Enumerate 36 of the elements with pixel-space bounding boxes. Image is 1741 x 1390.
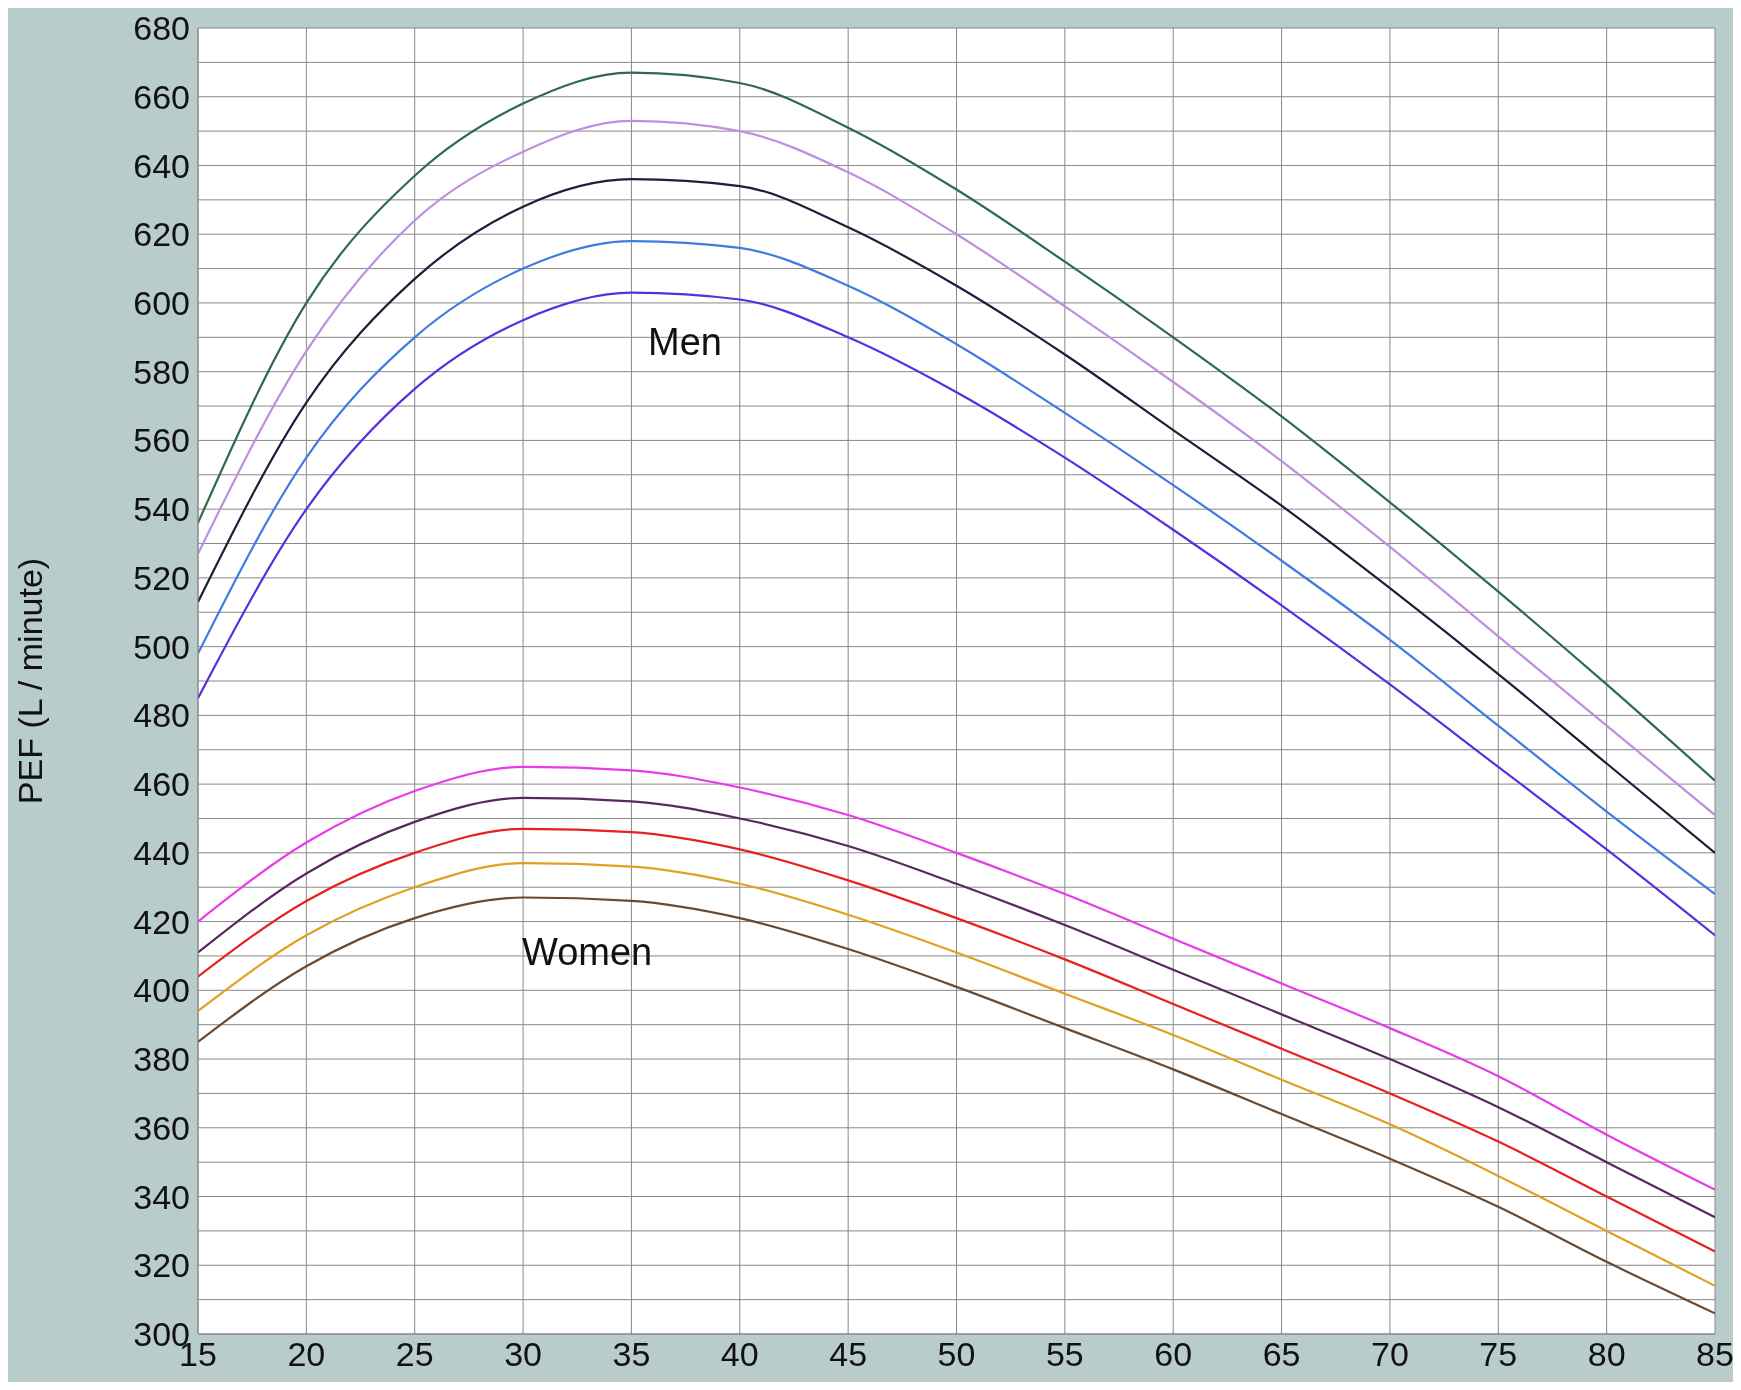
x-tick-label: 20	[287, 1335, 326, 1374]
y-tick-label: 660	[133, 77, 190, 116]
y-tick-label: 360	[133, 1108, 190, 1147]
y-axis-title: PEF (L / minute)	[11, 557, 50, 805]
x-tick-label: 25	[395, 1335, 434, 1374]
x-tick-label: 70	[1371, 1335, 1409, 1374]
x-tick-label: 40	[720, 1335, 759, 1374]
x-tick-label: 60	[1154, 1335, 1193, 1374]
y-tick-label: 480	[133, 696, 190, 735]
y-tick-label: 340	[133, 1177, 190, 1216]
y-tick-label: 320	[133, 1246, 190, 1285]
y-tick-label: 580	[133, 352, 190, 391]
y-tick-label: 440	[133, 833, 190, 872]
x-tick-label: 30	[504, 1335, 542, 1374]
y-tick-label: 560	[133, 421, 190, 460]
y-tick-label: 600	[133, 284, 190, 323]
y-tick-label: 380	[133, 1040, 190, 1079]
annotation: Men	[648, 321, 722, 364]
x-tick-label: 85	[1696, 1335, 1734, 1374]
x-tick-label: 35	[612, 1335, 651, 1374]
x-tick-label: 55	[1045, 1335, 1084, 1374]
x-tick-label: 65	[1262, 1335, 1301, 1374]
y-tick-label: 500	[133, 627, 190, 666]
x-tick-label: 45	[829, 1335, 868, 1374]
y-tick-label: 680	[133, 9, 190, 48]
y-tick-label: 620	[133, 215, 190, 254]
y-tick-label: 400	[133, 971, 190, 1010]
x-tick-label: 50	[937, 1335, 976, 1374]
y-tick-label: 640	[133, 146, 190, 185]
x-tick-label: 80	[1587, 1335, 1626, 1374]
annotation: Women	[522, 931, 653, 974]
y-tick-label: 520	[133, 558, 190, 597]
y-tick-label: 420	[133, 902, 190, 941]
y-tick-label: 540	[133, 490, 190, 529]
y-tick-label: 460	[133, 765, 190, 804]
x-tick-label: 75	[1479, 1335, 1518, 1374]
